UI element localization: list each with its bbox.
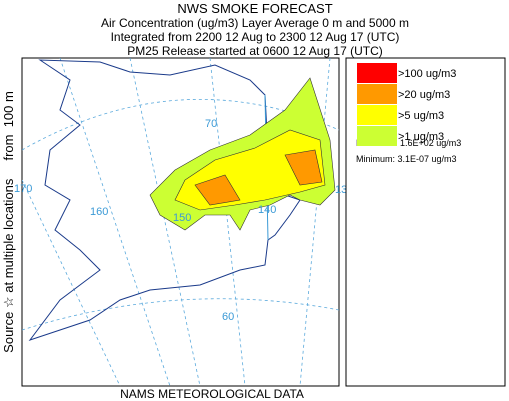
map: 70 170 160 150 140 130 60 [14,57,353,387]
grid-line [22,298,339,331]
minimum: Minimum: 3.1E-07 ug/m3 [356,154,457,164]
legend-swatch [357,105,397,125]
legend-swatch [357,126,397,146]
map-label: 160 [90,206,108,218]
legend-swatch [357,63,397,83]
legend-swatch [357,84,397,104]
grid-line [209,58,246,386]
footer: NAMS METEOROLOGICAL DATA [120,387,304,401]
side-label: Source ☆ at multiple locations from 100 … [1,91,16,353]
map-label: 150 [173,212,191,224]
subtitle: Air Concentration (ug/m3) Layer Average … [101,16,409,30]
grid-line [59,58,171,386]
subtitle: PM25 Release started at 0600 12 Aug 17 (… [127,44,382,58]
map-label: 60 [222,311,234,323]
legend: Maximum: 1.6E+02 ug/m3 Minimum: 3.1E-07 … [345,57,506,387]
subtitle: Integrated from 2200 12 Aug to 2300 12 A… [111,30,400,44]
legend-label: >5 ug/m3 [398,110,444,122]
grid-line [299,58,331,386]
title: NWS SMOKE FORECAST [177,1,332,16]
map-label: 140 [258,204,276,216]
legend-label: >100 ug/m3 [398,68,456,80]
grid-line [22,179,121,386]
legend-label: >20 ug/m3 [398,89,450,101]
grid-line [129,58,201,386]
coastline [28,59,301,341]
map-label: 170 [14,183,32,195]
map-label: 70 [205,118,217,130]
plume [194,174,241,206]
maximum: Maximum: 1.6E+02 ug/m3 [356,138,461,148]
plume [284,149,323,186]
legend-label: >1 ug/m3 [398,131,444,143]
